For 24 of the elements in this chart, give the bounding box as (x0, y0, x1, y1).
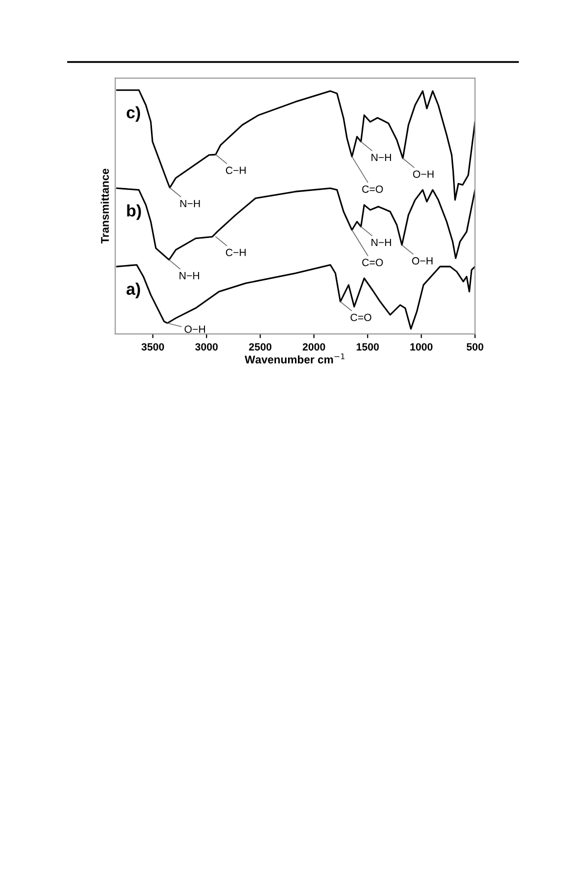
series-label: b) (127, 204, 141, 220)
series-label: c) (126, 106, 140, 122)
x-tick-label: 500 (466, 343, 484, 351)
annotation: O−H (412, 257, 432, 265)
annotation: N−H (180, 200, 200, 208)
annotation: O−H (184, 326, 205, 333)
annotation: O−H (413, 170, 434, 178)
annotation: N−H (372, 154, 391, 162)
annotation: C=O (350, 314, 372, 322)
annotation: C−H (226, 166, 246, 174)
annotation: N−H (180, 272, 200, 280)
annotation: C=O (362, 185, 383, 193)
x-tick-label: 1000 (410, 343, 432, 351)
series-label: a) (126, 282, 140, 298)
x-tick-label: 3500 (141, 343, 164, 351)
annotation: C=O (362, 258, 383, 266)
annotation: C−H (226, 248, 246, 256)
x-tick-label: 2000 (302, 343, 326, 351)
x-axis-title: Wavenumber cm$^{−1}$ (244, 353, 344, 364)
annotation: N−H (372, 238, 391, 246)
x-tick-label: 2500 (249, 343, 272, 351)
y-axis-title: Transmittance (100, 168, 109, 244)
x-tick-label: 3000 (195, 343, 218, 351)
x-tick-label: 1500 (356, 343, 379, 351)
